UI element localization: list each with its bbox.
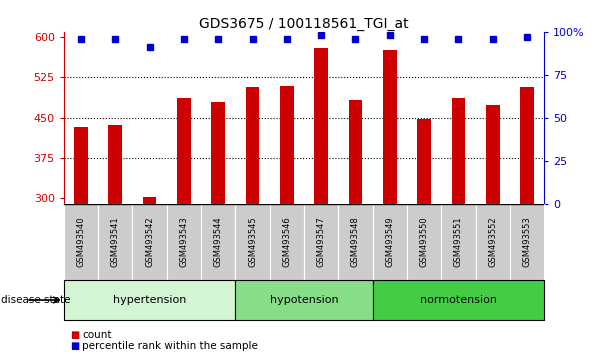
Bar	[486, 105, 500, 204]
Text: GSM493547: GSM493547	[317, 216, 326, 267]
Bar	[452, 98, 465, 204]
Text: GSM493552: GSM493552	[488, 216, 497, 267]
Text: ■: ■	[70, 330, 79, 339]
Title: GDS3675 / 100118561_TGI_at: GDS3675 / 100118561_TGI_at	[199, 17, 409, 31]
Bar	[98, 204, 133, 280]
Text: disease state: disease state	[1, 295, 70, 305]
Bar	[314, 48, 328, 204]
Bar	[417, 119, 431, 204]
Text: GSM493549: GSM493549	[385, 216, 394, 267]
Bar	[235, 280, 373, 320]
Bar	[383, 50, 396, 204]
Text: GSM493543: GSM493543	[179, 216, 188, 267]
Bar	[246, 87, 260, 204]
Text: GSM493541: GSM493541	[111, 216, 120, 267]
Text: GSM493550: GSM493550	[420, 216, 429, 267]
Bar	[167, 204, 201, 280]
Text: normotension: normotension	[420, 295, 497, 305]
Bar	[74, 127, 88, 204]
Bar	[143, 196, 156, 204]
Bar	[64, 204, 98, 280]
Text: GSM493548: GSM493548	[351, 216, 360, 267]
Text: GSM493540: GSM493540	[77, 216, 86, 267]
Bar	[270, 204, 304, 280]
Bar	[133, 204, 167, 280]
Bar	[348, 100, 362, 204]
Bar	[177, 98, 191, 204]
Bar	[373, 204, 407, 280]
Text: GSM493545: GSM493545	[248, 216, 257, 267]
Text: GSM493544: GSM493544	[214, 216, 223, 267]
Bar	[407, 204, 441, 280]
Bar	[280, 86, 294, 204]
Bar	[520, 87, 534, 204]
Bar	[235, 204, 270, 280]
Bar	[108, 125, 122, 204]
Text: hypertension: hypertension	[113, 295, 186, 305]
Bar	[510, 204, 544, 280]
Bar	[441, 204, 475, 280]
Bar	[64, 280, 235, 320]
Bar	[338, 204, 373, 280]
Bar	[201, 204, 235, 280]
Bar	[304, 204, 338, 280]
Text: count: count	[82, 330, 112, 339]
Text: GSM493553: GSM493553	[522, 216, 531, 267]
Bar	[212, 102, 225, 204]
Bar	[373, 280, 544, 320]
Text: GSM493542: GSM493542	[145, 216, 154, 267]
Bar	[475, 204, 510, 280]
Text: hypotension: hypotension	[270, 295, 338, 305]
Text: GSM493546: GSM493546	[282, 216, 291, 267]
Text: percentile rank within the sample: percentile rank within the sample	[82, 341, 258, 351]
Text: ■: ■	[70, 341, 79, 351]
Text: GSM493551: GSM493551	[454, 216, 463, 267]
